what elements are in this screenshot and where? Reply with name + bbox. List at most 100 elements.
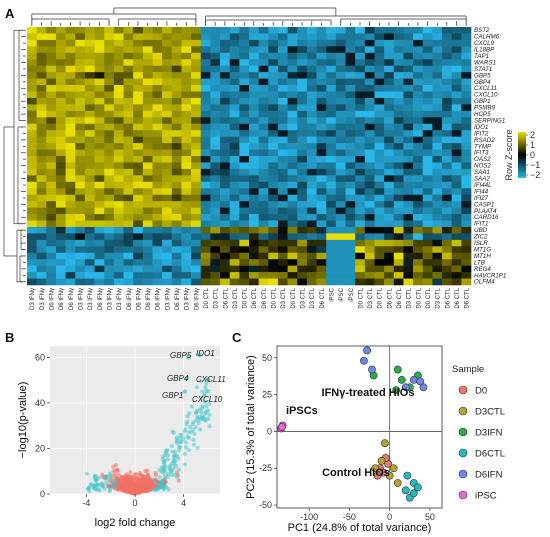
heatmap-cell bbox=[200, 52, 211, 60]
heatmap-cell bbox=[200, 168, 211, 176]
heatmap-cell bbox=[384, 239, 395, 247]
volcano-point-ns bbox=[117, 473, 122, 478]
heatmap-cell bbox=[171, 265, 182, 273]
heatmap-cell bbox=[162, 233, 173, 241]
heatmap-cell bbox=[384, 97, 395, 105]
heatmap-cell bbox=[239, 246, 250, 254]
heatmap-cell bbox=[123, 207, 134, 215]
heatmap-cell bbox=[316, 27, 327, 34]
heatmap-cell bbox=[210, 59, 221, 66]
heatmap-cell bbox=[461, 59, 472, 66]
heatmap-cell bbox=[200, 136, 211, 144]
heatmap-cell bbox=[94, 175, 105, 183]
heatmap-cell bbox=[55, 78, 66, 86]
heatmap-cell bbox=[287, 104, 298, 112]
heatmap-cell bbox=[374, 85, 385, 92]
heatmap-cell bbox=[277, 52, 288, 60]
heatmap-cell bbox=[374, 91, 385, 99]
heatmap-cell bbox=[65, 91, 76, 99]
heatmap-cell bbox=[46, 181, 57, 189]
heatmap-cell bbox=[113, 194, 124, 202]
heatmap-cell bbox=[287, 214, 298, 221]
heatmap-cell bbox=[46, 265, 57, 273]
volcano-point-sig bbox=[177, 444, 182, 449]
heatmap-cell bbox=[162, 149, 173, 157]
sample-label: D6 IFNγ bbox=[175, 288, 181, 310]
gene-label: IL18BP bbox=[474, 47, 495, 54]
sample-label: D6 CTL bbox=[445, 287, 451, 308]
heatmap-cell bbox=[200, 259, 211, 266]
heatmap-cell bbox=[374, 123, 385, 131]
pca-point-d3ctl bbox=[377, 456, 386, 465]
heatmap-cell bbox=[432, 175, 443, 183]
heatmap-cell bbox=[413, 65, 424, 73]
sample-label: D6 IFNγ bbox=[98, 288, 104, 310]
heatmap-cell bbox=[113, 226, 124, 234]
heatmap-cell bbox=[326, 214, 337, 221]
heatmap-cell bbox=[297, 239, 308, 247]
heatmap-cell bbox=[84, 233, 95, 241]
sample-label: D0 CTL bbox=[291, 287, 297, 308]
heatmap-cell bbox=[326, 33, 337, 41]
heatmap-cell bbox=[152, 143, 163, 150]
volcano-point-sig bbox=[112, 485, 117, 490]
heatmap-cell bbox=[258, 162, 269, 170]
heatmap-cell bbox=[374, 181, 385, 189]
gene-label: BST2 bbox=[474, 27, 490, 34]
heatmap-cell bbox=[442, 207, 452, 215]
heatmap-cell bbox=[171, 201, 182, 208]
heatmap-cell bbox=[451, 252, 462, 260]
heatmap-cell bbox=[335, 181, 346, 189]
heatmap-cell bbox=[210, 175, 221, 183]
heatmap-cell bbox=[75, 123, 86, 131]
heatmap-cell bbox=[422, 78, 433, 86]
heatmap-cell bbox=[277, 168, 288, 176]
heatmap-cell bbox=[364, 220, 375, 228]
heatmap-cell bbox=[171, 104, 182, 112]
heatmap-cell bbox=[191, 78, 202, 86]
heatmap-cell bbox=[46, 168, 57, 176]
heatmap-cell bbox=[229, 104, 240, 112]
volcano-xtick: -4 bbox=[82, 498, 90, 508]
heatmap-cell bbox=[364, 97, 375, 105]
heatmap-cell bbox=[413, 278, 424, 286]
heatmap-cell bbox=[181, 110, 192, 118]
heatmap-cell bbox=[413, 181, 424, 189]
heatmap-cell bbox=[249, 91, 259, 99]
heatmap-cell bbox=[75, 162, 86, 170]
heatmap-cell bbox=[171, 226, 182, 234]
heatmap-cell bbox=[152, 97, 163, 105]
heatmap-cell bbox=[55, 220, 66, 228]
volcano-point-ns bbox=[136, 485, 141, 490]
heatmap-cell bbox=[113, 136, 124, 144]
heatmap-cell bbox=[384, 233, 395, 241]
sample-label: D6 IFNγ bbox=[156, 288, 162, 310]
heatmap-cell bbox=[442, 78, 452, 86]
heatmap-cell bbox=[422, 117, 433, 125]
heatmap-cell bbox=[326, 72, 337, 79]
heatmap-cell bbox=[316, 259, 327, 266]
sample-label: iPSC bbox=[349, 287, 355, 301]
heatmap-cell bbox=[220, 85, 230, 92]
heatmap-cell bbox=[306, 188, 317, 195]
heatmap-cell bbox=[55, 252, 66, 260]
heatmap-cell bbox=[133, 123, 144, 131]
heatmap-cell bbox=[374, 252, 385, 260]
heatmap-cell bbox=[451, 162, 462, 170]
heatmap-cell bbox=[384, 117, 395, 125]
heatmap-cell bbox=[210, 214, 221, 221]
sample-label: D6 IFNγ bbox=[59, 288, 65, 310]
heatmap-cell bbox=[142, 130, 153, 137]
volcano-point-sig bbox=[186, 430, 191, 435]
heatmap-cell bbox=[345, 265, 356, 273]
heatmap-cell bbox=[142, 117, 153, 125]
column-dendrogram bbox=[31, 7, 467, 26]
pca-point-d3ctl bbox=[385, 471, 394, 480]
heatmap-cell bbox=[229, 226, 240, 234]
heatmap-cell bbox=[306, 143, 317, 150]
heatmap-cell bbox=[123, 39, 134, 47]
heatmap-cell bbox=[442, 194, 452, 202]
heatmap-cell bbox=[355, 175, 366, 183]
heatmap-cell bbox=[268, 143, 279, 150]
heatmap-cell bbox=[393, 252, 404, 260]
